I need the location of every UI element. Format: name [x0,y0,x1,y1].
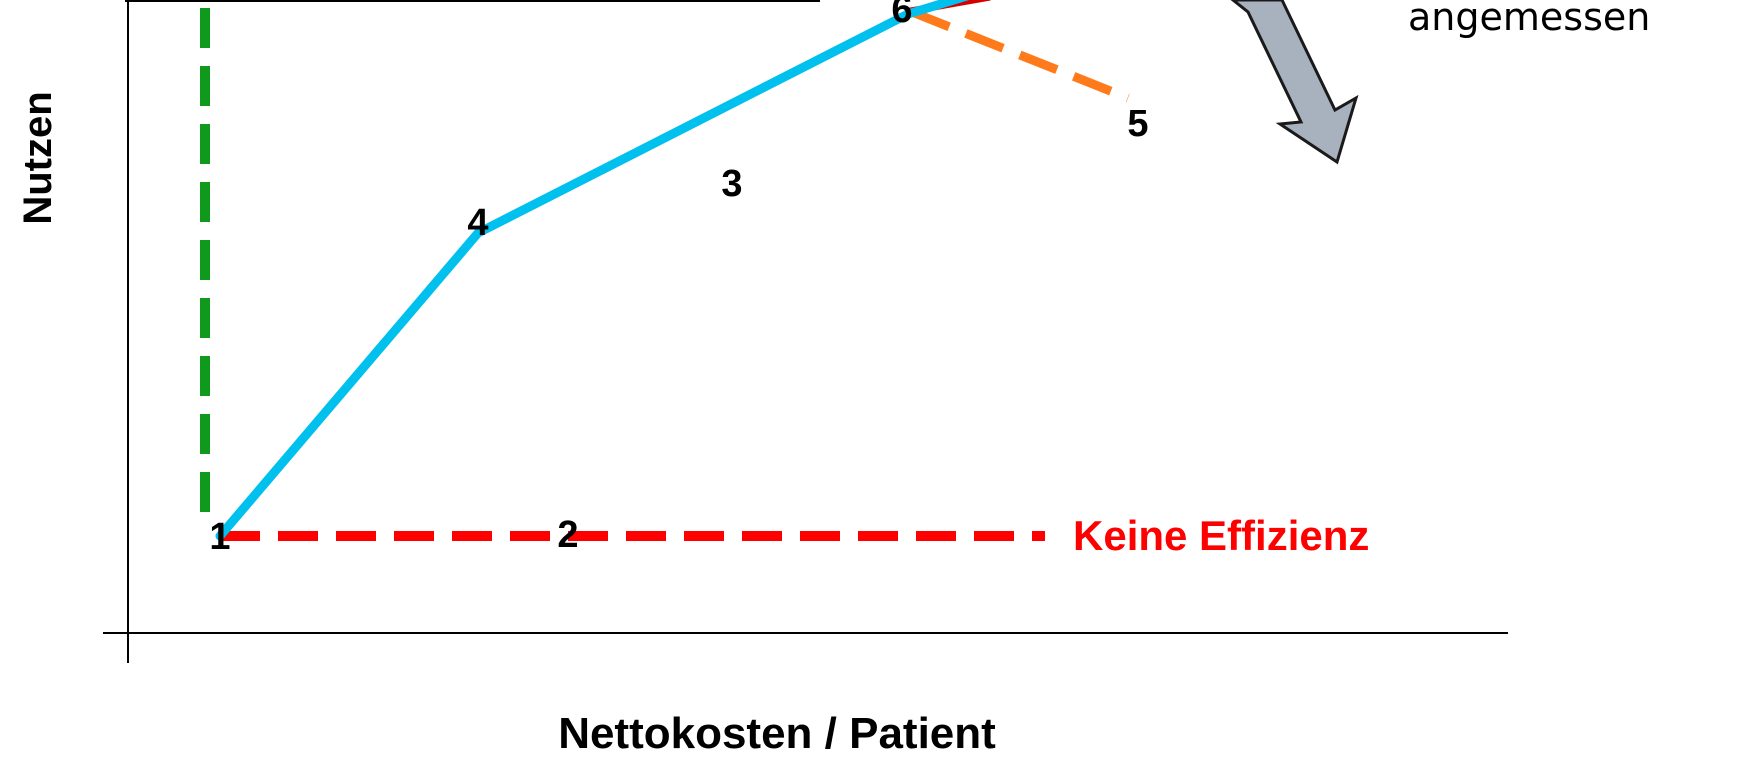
point-label-3: 3 [721,163,742,205]
down-right-arrow-icon [1230,0,1359,165]
orange-dashed-line [910,7,1130,103]
x-axis-label: Nettokosten / Patient [558,709,996,757]
y-axis-label: Nutzen [16,91,60,224]
point-label-1: 1 [209,516,230,558]
point-label-4: 4 [467,202,488,244]
point-label-2: 2 [557,514,578,556]
efficiency-frontier-line [215,0,970,541]
no-efficiency-label: Keine Effizienz [1073,512,1369,559]
point-label-5: 5 [1127,103,1148,145]
point-label-6: 6 [891,0,912,31]
angemessen-note: angemessen [1408,0,1650,39]
